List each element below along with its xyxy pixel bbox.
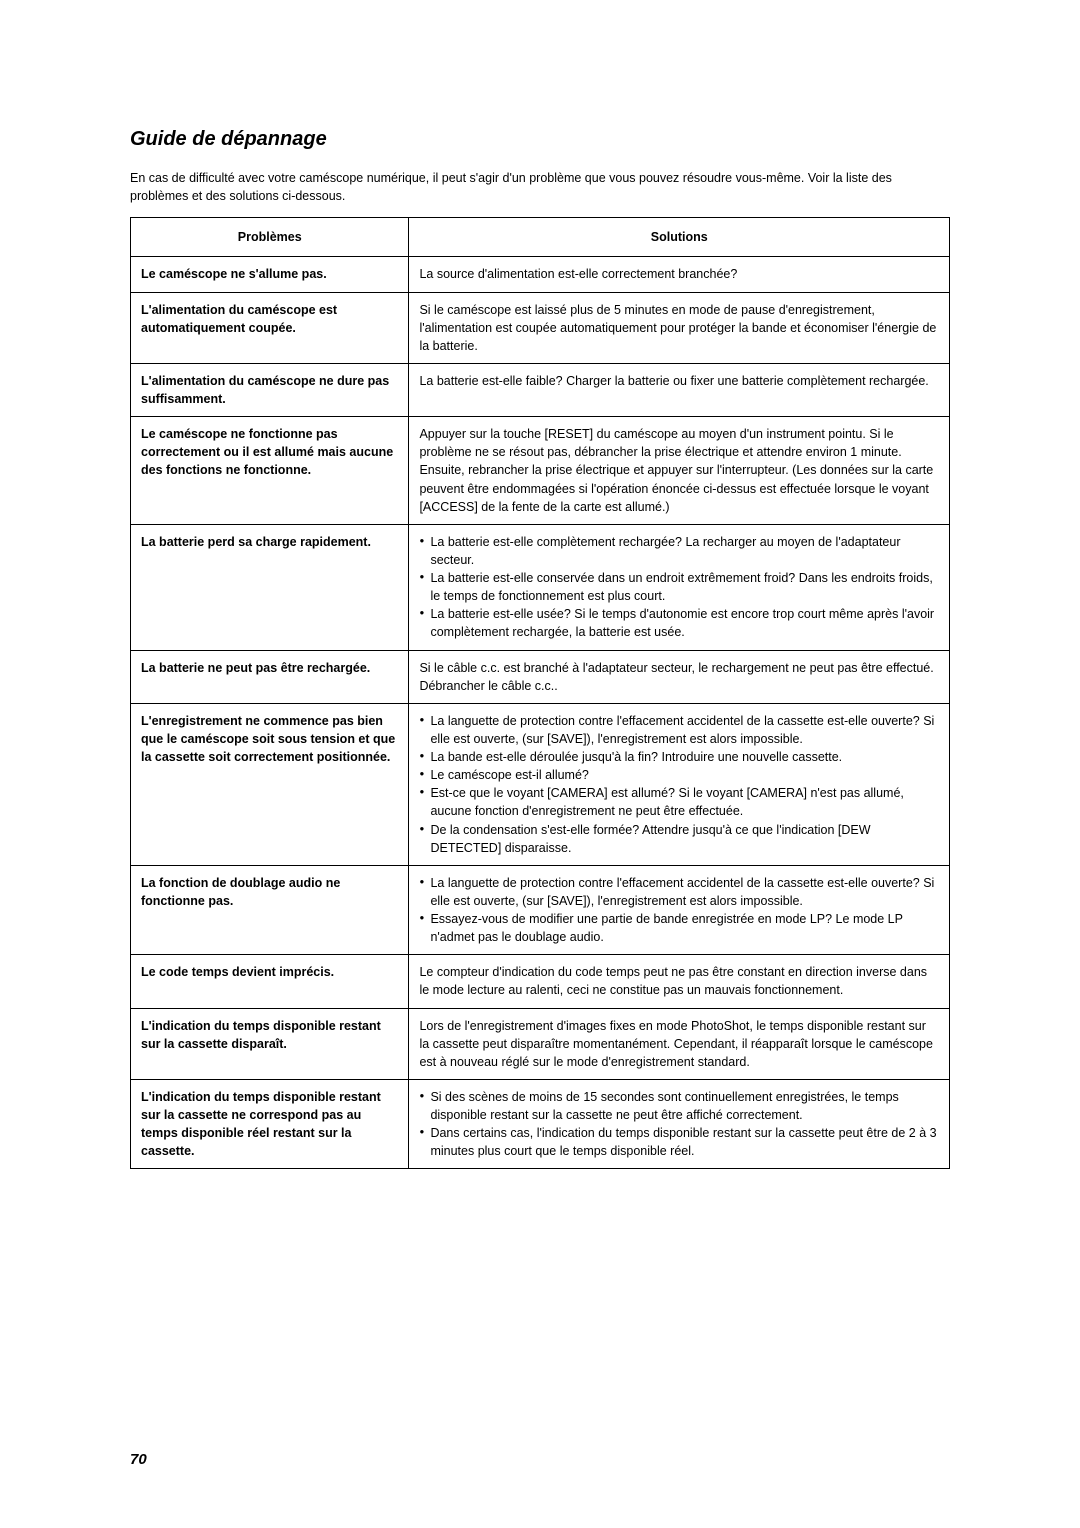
table-row: Le caméscope ne s'allume pas.La source d… <box>131 257 950 292</box>
solution-list-item: La bande est-elle déroulée jusqu'à la fi… <box>419 748 939 766</box>
intro-text: En cas de difficulté avec votre caméscop… <box>130 169 950 205</box>
problem-cell: L'alimentation du caméscope ne dure pas … <box>131 363 409 416</box>
solution-list: Si des scènes de moins de 15 secondes so… <box>419 1088 939 1161</box>
table-row: L'alimentation du caméscope ne dure pas … <box>131 363 950 416</box>
solution-cell: La source d'alimentation est-elle correc… <box>409 257 950 292</box>
table-row: L'enregistrement ne commence pas bien qu… <box>131 703 950 865</box>
solution-cell: La batterie est-elle faible? Charger la … <box>409 363 950 416</box>
table-row: Le caméscope ne fonctionne pas correctem… <box>131 417 950 525</box>
problem-cell: L'indication du temps disponible restant… <box>131 1079 409 1169</box>
solution-list-item: La languette de protection contre l'effa… <box>419 712 939 748</box>
solution-list-item: La batterie est-elle usée? Si le temps d… <box>419 605 939 641</box>
problem-cell: Le caméscope ne s'allume pas. <box>131 257 409 292</box>
solution-list-item: De la condensation s'est-elle formée? At… <box>419 821 939 857</box>
troubleshooting-table: Problèmes Solutions Le caméscope ne s'al… <box>130 217 950 1169</box>
problem-cell: La fonction de doublage audio ne fonctio… <box>131 865 409 955</box>
solution-list: La batterie est-elle complètement rechar… <box>419 533 939 642</box>
solution-cell: La languette de protection contre l'effa… <box>409 865 950 955</box>
solution-list-item: Est-ce que le voyant [CAMERA] est allumé… <box>419 784 939 820</box>
solution-cell: Le compteur d'indication du code temps p… <box>409 955 950 1008</box>
solution-cell: Si le câble c.c. est branché à l'adaptat… <box>409 650 950 703</box>
solution-cell: Appuyer sur la touche [RESET] du camésco… <box>409 417 950 525</box>
solution-list-item: La languette de protection contre l'effa… <box>419 874 939 910</box>
table-row: L'alimentation du caméscope est automati… <box>131 292 950 363</box>
table-row: La batterie ne peut pas être rechargée.S… <box>131 650 950 703</box>
solution-list: La languette de protection contre l'effa… <box>419 874 939 947</box>
solution-list: La languette de protection contre l'effa… <box>419 712 939 857</box>
table-row: Le code temps devient imprécis.Le compte… <box>131 955 950 1008</box>
table-row: L'indication du temps disponible restant… <box>131 1079 950 1169</box>
problem-cell: La batterie perd sa charge rapidement. <box>131 524 409 650</box>
problem-cell: L'enregistrement ne commence pas bien qu… <box>131 703 409 865</box>
solution-list-item: Essayez-vous de modifier une partie de b… <box>419 910 939 946</box>
solution-cell: La batterie est-elle complètement rechar… <box>409 524 950 650</box>
solution-list-item: Le caméscope est-il allumé? <box>419 766 939 784</box>
problem-cell: Le caméscope ne fonctionne pas correctem… <box>131 417 409 525</box>
solution-cell: Si le caméscope est laissé plus de 5 min… <box>409 292 950 363</box>
problem-cell: L'indication du temps disponible restant… <box>131 1008 409 1079</box>
table-row: L'indication du temps disponible restant… <box>131 1008 950 1079</box>
solution-cell: Si des scènes de moins de 15 secondes so… <box>409 1079 950 1169</box>
header-solutions: Solutions <box>409 218 950 257</box>
problem-cell: Le code temps devient imprécis. <box>131 955 409 1008</box>
solution-cell: La languette de protection contre l'effa… <box>409 703 950 865</box>
table-row: La batterie perd sa charge rapidement. La… <box>131 524 950 650</box>
solution-cell: Lors de l'enregistrement d'images fixes … <box>409 1008 950 1079</box>
solution-list-item: La batterie est-elle complètement rechar… <box>419 533 939 569</box>
header-problems: Problèmes <box>131 218 409 257</box>
problem-cell: L'alimentation du caméscope est automati… <box>131 292 409 363</box>
solution-list-item: Si des scènes de moins de 15 secondes so… <box>419 1088 939 1124</box>
page-title: Guide de dépannage <box>130 128 950 151</box>
page-number: 70 <box>130 1451 147 1468</box>
table-row: La fonction de doublage audio ne fonctio… <box>131 865 950 955</box>
solution-list-item: La batterie est-elle conservée dans un e… <box>419 569 939 605</box>
problem-cell: La batterie ne peut pas être rechargée. <box>131 650 409 703</box>
solution-list-item: Dans certains cas, l'indication du temps… <box>419 1124 939 1160</box>
